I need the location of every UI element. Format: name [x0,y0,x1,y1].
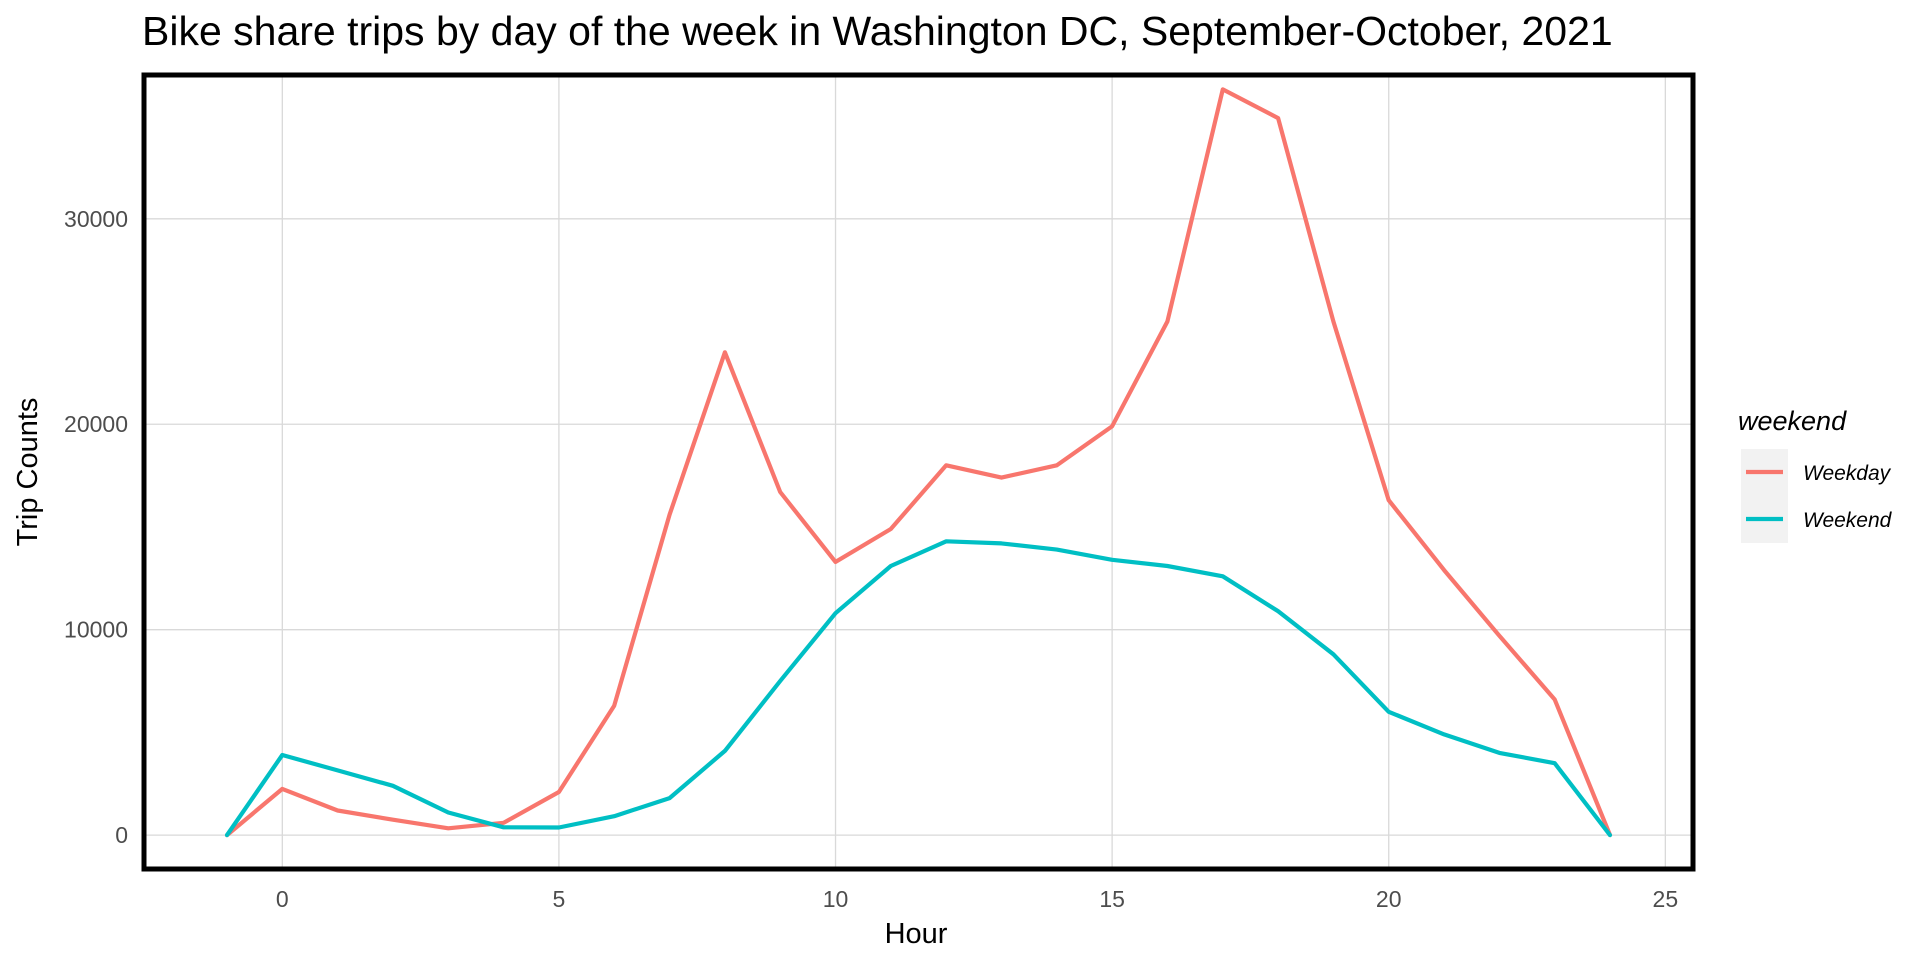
legend-label: Weekend [1803,509,1893,532]
x-tick-label: 5 [553,886,566,912]
series-line-weekend [224,539,1613,838]
x-axis-title: Hour [885,918,948,950]
grid-lines [144,75,1693,869]
panel-border [141,72,1696,872]
y-axis-ticks: 0 10000 20000 30000 [64,206,128,848]
legend: weekend Weekday Weekend [1738,406,1893,543]
legend-title: weekend [1738,406,1847,436]
x-tick-label: 10 [823,886,849,912]
x-axis-ticks: 0 5 10 15 20 25 [276,886,1678,912]
series-lines [224,87,1613,838]
series-line-weekday [224,87,1613,838]
legend-label: Weekday [1803,462,1892,485]
y-tick-label: 0 [115,822,128,848]
x-tick-label: 15 [1099,886,1125,912]
y-tick-label: 20000 [64,411,128,437]
x-tick-label: 20 [1376,886,1402,912]
y-tick-label: 10000 [64,617,128,643]
y-tick-label: 30000 [64,206,128,232]
chart-title: Bike share trips by day of the week in W… [142,8,1613,54]
x-tick-label: 0 [276,886,289,912]
y-axis-title: Trip Counts [12,398,44,547]
x-tick-label: 25 [1653,886,1679,912]
legend-items: Weekday Weekend [1741,449,1893,543]
